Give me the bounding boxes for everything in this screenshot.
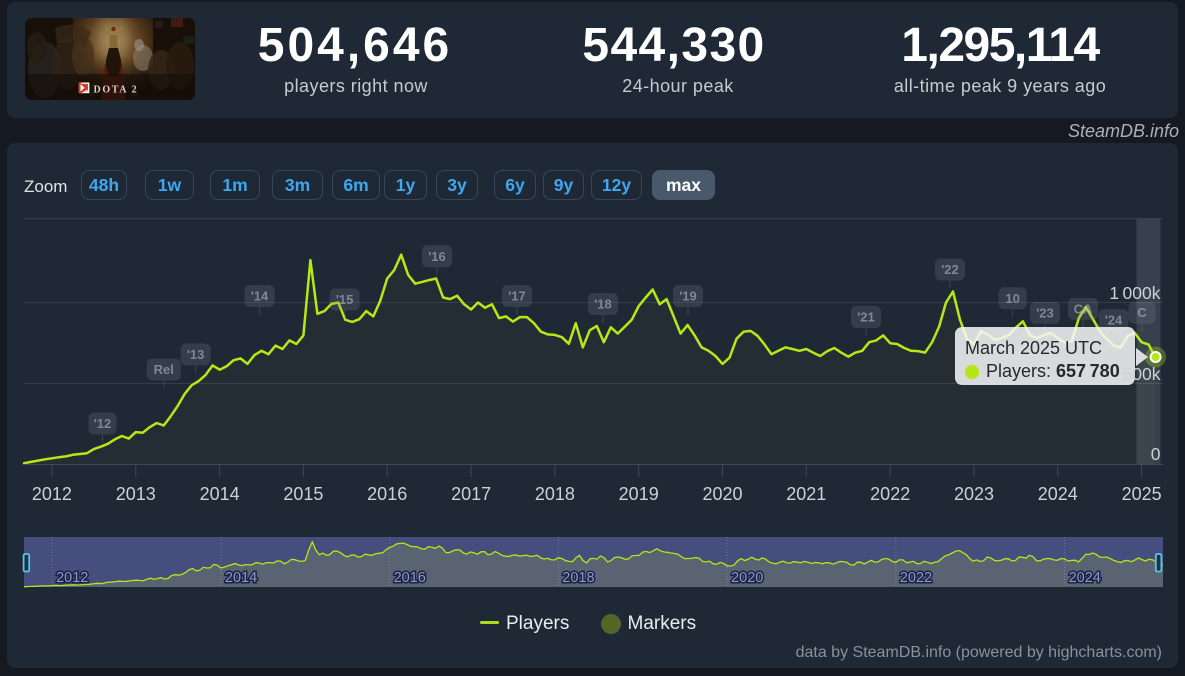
svg-text:1 000k: 1 000k: [1109, 283, 1160, 303]
svg-text:'21: '21: [857, 310, 875, 325]
svg-text:'14: '14: [251, 289, 269, 304]
svg-text:'24: '24: [1105, 313, 1123, 328]
svg-text:'18: '18: [594, 297, 612, 312]
svg-text:Rel: Rel: [154, 362, 174, 377]
svg-text:2013: 2013: [116, 484, 156, 504]
svg-text:'13: '13: [187, 347, 205, 362]
svg-text:'19: '19: [679, 289, 697, 304]
svg-text:500k: 500k: [1123, 364, 1161, 384]
svg-text:2016: 2016: [394, 570, 426, 586]
svg-text:2021: 2021: [786, 484, 826, 504]
svg-text:'22: '22: [941, 262, 959, 277]
svg-text:C: C: [1137, 305, 1147, 320]
svg-text:2014: 2014: [200, 484, 240, 504]
svg-text:2020: 2020: [731, 570, 763, 586]
svg-text:2012: 2012: [56, 570, 88, 586]
svg-text:CA: CA: [1074, 301, 1093, 316]
svg-text:2023: 2023: [954, 484, 994, 504]
svg-text:2018: 2018: [562, 570, 594, 586]
svg-text:2025: 2025: [1122, 484, 1162, 504]
svg-text:2019: 2019: [619, 484, 659, 504]
svg-text:2017: 2017: [451, 484, 491, 504]
svg-text:2015: 2015: [283, 484, 323, 504]
svg-text:'23: '23: [1036, 305, 1054, 320]
svg-text:0: 0: [1151, 444, 1161, 464]
svg-text:DOTA 2: DOTA 2: [94, 85, 139, 96]
svg-text:'16: '16: [428, 249, 446, 264]
svg-text:2022: 2022: [900, 570, 932, 586]
svg-text:2022: 2022: [870, 484, 910, 504]
svg-text:'17: '17: [508, 289, 526, 304]
svg-text:10: 10: [1005, 291, 1019, 306]
svg-text:'15: '15: [336, 292, 354, 307]
svg-text:2024: 2024: [1038, 484, 1078, 504]
svg-text:2020: 2020: [702, 484, 742, 504]
svg-text:2024: 2024: [1069, 570, 1101, 586]
svg-text:2016: 2016: [367, 484, 407, 504]
svg-text:'12: '12: [94, 416, 112, 431]
svg-text:2014: 2014: [225, 570, 257, 586]
svg-text:2018: 2018: [535, 484, 575, 504]
svg-text:2012: 2012: [32, 484, 72, 504]
